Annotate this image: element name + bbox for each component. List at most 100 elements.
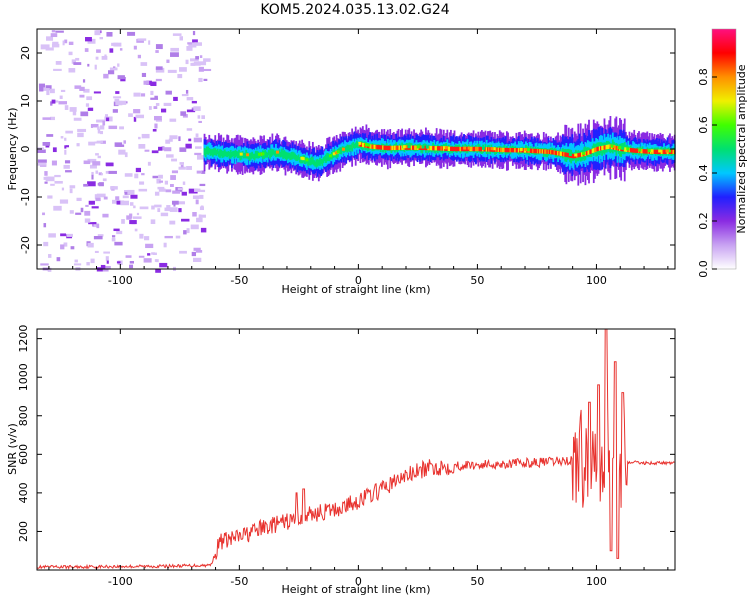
noise-speckle — [165, 90, 172, 95]
noise-speckle — [198, 66, 204, 72]
ridge-cell — [232, 150, 234, 157]
ridge-core-cell — [608, 144, 611, 149]
noise-speckle — [65, 170, 72, 173]
noise-speckle — [87, 107, 94, 111]
noise-speckle — [152, 129, 157, 132]
noise-speckle — [89, 164, 97, 169]
ridge-core-cell — [625, 147, 627, 152]
noise-speckle — [59, 199, 69, 204]
ridge-core-cell — [439, 146, 442, 151]
ridge-hotspot — [574, 153, 578, 157]
ridge-core-cell — [386, 145, 389, 151]
noise-speckle — [186, 228, 190, 234]
noise-speckle — [86, 96, 93, 101]
x-tick-label: 100 — [586, 274, 607, 287]
noise-speckle — [153, 106, 158, 110]
noise-speckle — [150, 81, 157, 87]
noise-speckle — [97, 126, 100, 130]
figure-title: KOM5.2024.035.13.02.G24 — [260, 2, 449, 18]
noise-speckle — [55, 30, 64, 33]
ridge-core-cell — [389, 145, 392, 151]
ridge-cell — [323, 156, 326, 161]
ridge-core-cell — [398, 145, 401, 150]
noise-speckle — [48, 254, 52, 258]
ridge-core-cell — [510, 147, 513, 153]
noise-speckle — [94, 64, 97, 70]
noise-speckle — [198, 61, 207, 66]
ridge-core-cell — [395, 145, 398, 150]
ridge-cell — [315, 159, 318, 168]
noise-speckle — [112, 109, 118, 113]
ridge-cell — [285, 152, 288, 161]
noise-speckle — [99, 125, 105, 130]
noise-speckle — [188, 43, 197, 48]
noise-speckle — [198, 120, 202, 123]
spectrogram-x-label: Height of straight line (km) — [281, 283, 430, 296]
ridge-core-cell — [501, 147, 504, 153]
noise-speckle — [111, 237, 116, 242]
ridge-core-cell — [503, 147, 506, 153]
ridge-hotspot — [246, 153, 250, 157]
noise-speckle — [135, 114, 145, 119]
ridge-cell — [248, 153, 251, 162]
noise-speckle — [49, 88, 55, 94]
noise-speckle — [188, 188, 198, 194]
ridge-core-cell — [535, 148, 538, 154]
ridge-cell — [339, 147, 342, 155]
ridge-core-cell — [415, 145, 418, 150]
ridge-hotspot — [626, 147, 630, 151]
ridge-cell — [221, 150, 224, 158]
noise-speckle — [150, 97, 159, 100]
noise-speckle — [74, 85, 82, 89]
noise-speckle — [137, 38, 147, 41]
noise-speckle — [85, 204, 89, 207]
noise-speckle — [112, 199, 121, 204]
ridge-hotspot — [328, 154, 332, 158]
ridge-hotspot — [568, 153, 572, 157]
ridge-core-cell — [554, 150, 557, 155]
ridge-core-cell — [654, 149, 657, 154]
noise-speckle — [116, 230, 123, 235]
noise-speckle — [87, 158, 97, 163]
ridge-hotspot — [444, 146, 448, 150]
noise-speckle — [192, 212, 197, 217]
ridge-core-cell — [553, 150, 556, 155]
ridge-cell — [326, 152, 329, 162]
noise-speckle — [74, 259, 78, 263]
noise-speckle — [63, 242, 68, 247]
noise-speckle — [62, 40, 65, 46]
ridge-cell — [273, 150, 276, 156]
ridge-core-cell — [375, 144, 377, 150]
noise-speckle — [93, 223, 99, 228]
ridge-core-cell — [585, 151, 588, 156]
noise-speckle — [101, 55, 108, 60]
noise-speckle — [87, 63, 90, 67]
x-tick-label: 0 — [355, 575, 362, 588]
ridge-cell — [296, 155, 299, 162]
ridge-core-cell — [591, 148, 594, 154]
noise-speckle — [73, 263, 82, 266]
noise-speckle — [136, 38, 144, 43]
noise-speckle — [201, 115, 205, 120]
ridge-core-cell — [396, 145, 399, 150]
noise-speckle — [96, 224, 100, 229]
ridge-core-cell — [615, 145, 618, 151]
noise-speckle — [77, 128, 87, 132]
noise-speckle — [114, 241, 123, 246]
ridge-cell — [235, 150, 238, 157]
ridge-core-cell — [498, 147, 501, 153]
noise-speckle — [147, 161, 151, 166]
ridge-hotspot — [638, 148, 642, 152]
noise-speckle — [124, 191, 131, 195]
ridge-core-cell — [571, 153, 574, 159]
ridge-core-cell — [629, 147, 632, 153]
noise-speckle — [194, 152, 202, 156]
ridge-hotspot — [618, 146, 622, 150]
noise-speckle — [132, 216, 142, 219]
noise-speckle — [76, 197, 82, 202]
noise-speckle — [88, 222, 97, 225]
noise-speckle — [73, 62, 82, 65]
noise-speckle — [64, 145, 67, 149]
noise-speckle — [201, 170, 206, 174]
ridge-core-cell — [642, 149, 645, 154]
